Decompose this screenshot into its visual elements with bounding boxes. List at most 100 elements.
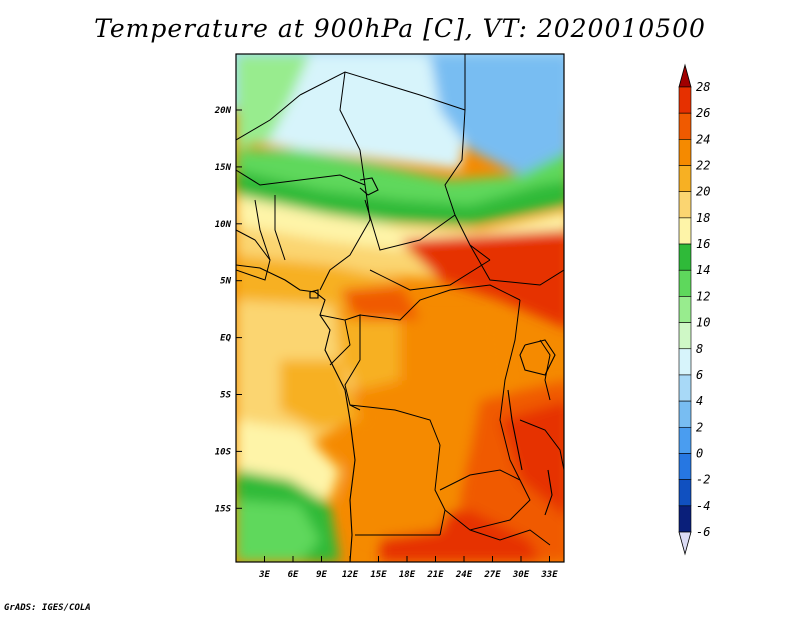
longitude-axis: 3E 6E 9E 12E 15E 18E 21E 24E 27E 30E 33E [258, 556, 558, 580]
colorbar-label: 18 [696, 211, 710, 225]
country-borders [236, 54, 564, 546]
border-niger-chad [339, 71, 366, 186]
colorbar-swatch [678, 322, 692, 350]
patch-orange-angola [345, 420, 460, 540]
colorbar-swatch [678, 86, 692, 114]
colorbar-label: 12 [696, 289, 710, 303]
lon-tick-label: 33E [540, 570, 558, 580]
lon-tick-label: 18E [399, 570, 416, 580]
colorbar-label: 24 [696, 132, 710, 146]
colorbar-swatch [678, 165, 692, 193]
patch-green-northwest [236, 54, 310, 150]
border-tanzania [519, 419, 564, 471]
patch-red-east [400, 230, 564, 328]
colorbar-swatch [678, 191, 692, 219]
colorbar-label: 20 [696, 185, 710, 199]
colorbar-label: 22 [696, 159, 710, 173]
border-nigeria-niger [236, 169, 366, 186]
lon-tick-label: 30E [512, 570, 530, 580]
colorbar-label: -2 [696, 473, 710, 487]
colorbar-label: 14 [696, 263, 710, 277]
coastline-lake-chad [359, 177, 379, 196]
border-sudan-south [469, 244, 564, 286]
lon-tick-label: 9E [316, 570, 327, 580]
border-chad-car [364, 199, 456, 251]
colorbar-swatch [678, 296, 692, 323]
border-drc-north [359, 284, 521, 321]
lat-tick-label: 15S [215, 504, 232, 514]
colorbar-top-arrow [678, 63, 692, 88]
lat-tick-label: 5N [220, 277, 231, 287]
patch-orange-gulf [280, 360, 360, 430]
border-zambia-zimbabwe [469, 529, 551, 546]
colorbar-label: 2 [696, 420, 703, 434]
colorbar-swatch [678, 374, 692, 402]
colorbar-swatch [678, 269, 692, 297]
border-niger-north [236, 94, 301, 141]
border-congo [344, 314, 361, 411]
grads-credit: GrADS: IGES/COLA [4, 603, 91, 613]
patch-red-central [340, 285, 420, 330]
colorbar-label: 0 [696, 446, 703, 460]
temperature-field [236, 54, 564, 562]
lat-tick-label: 10S [215, 447, 232, 457]
lat-tick-label: EQ [220, 334, 231, 344]
coastline-lake-victoria [519, 339, 556, 376]
lon-tick-label: 6E [288, 570, 299, 580]
colorbar-label: 28 [696, 80, 710, 94]
lat-tick-label: 10N [215, 220, 232, 230]
colorbar-swatch [678, 505, 692, 533]
patch-blue-northeast [430, 54, 564, 175]
band-dark-green [236, 170, 564, 225]
colorbar-label: 16 [696, 237, 710, 251]
patch-lightgreen-southwest [236, 500, 320, 562]
colorbar-swatch [678, 217, 692, 245]
map-title: Temperature at 900hPa [C], VT: 202001050… [94, 14, 706, 43]
lon-tick-label: 3E [258, 570, 270, 580]
lat-tick-label: 15N [215, 163, 232, 173]
colorbar-swatch [678, 400, 692, 428]
colorbar-swatch [678, 479, 692, 507]
colorbar-swatch [678, 243, 692, 271]
border-libya-chad [299, 71, 466, 111]
coastline-bioko [309, 289, 319, 299]
lon-tick-label: 27E [483, 570, 501, 580]
border-angola-east [434, 444, 446, 536]
colorbar-label: 6 [696, 368, 703, 382]
border-zambia [439, 469, 531, 531]
colorbar-label: 26 [696, 106, 710, 120]
lon-tick-label: 12E [342, 570, 359, 580]
lat-tick-label: 20N [214, 106, 232, 116]
border-nigeria-cameroon [319, 184, 371, 291]
patch-deep-red-east [500, 401, 564, 516]
border-chad-sudan [444, 109, 491, 261]
border-ghana-togo [254, 199, 271, 261]
latitude-axis: 20N 15N 10N 5N EQ 5S 10S 15S [214, 106, 242, 514]
lon-tick-label: 21E [426, 570, 444, 580]
border-east-lakes [499, 299, 521, 481]
border-benin [274, 195, 286, 261]
lon-tick-label: 24E [455, 570, 473, 580]
coastline-gulf-of-guinea [236, 264, 356, 562]
colorbar-swatch [678, 139, 692, 166]
coastline-lake-tanganyika [507, 389, 523, 471]
colorbar-label: -4 [696, 499, 710, 513]
colorbar-swatch [678, 453, 692, 480]
colorbar-swatch [678, 112, 692, 140]
coastlines [236, 177, 556, 562]
colorbar-label: 10 [696, 316, 710, 330]
lat-tick-label: 5S [220, 391, 231, 401]
colorbar-label: 8 [696, 342, 703, 356]
colorbar-label: 4 [696, 394, 703, 408]
colorbar-label: -6 [696, 525, 710, 539]
border-car-south [369, 259, 491, 291]
border-gabon [319, 314, 351, 366]
lon-tick-label: 15E [370, 570, 387, 580]
map-frame [235, 53, 565, 563]
border-angola-north [349, 404, 441, 446]
colorbar-swatch [678, 426, 692, 454]
coastline-lake-malawi [544, 469, 553, 516]
colorbar-swatch [678, 348, 692, 376]
